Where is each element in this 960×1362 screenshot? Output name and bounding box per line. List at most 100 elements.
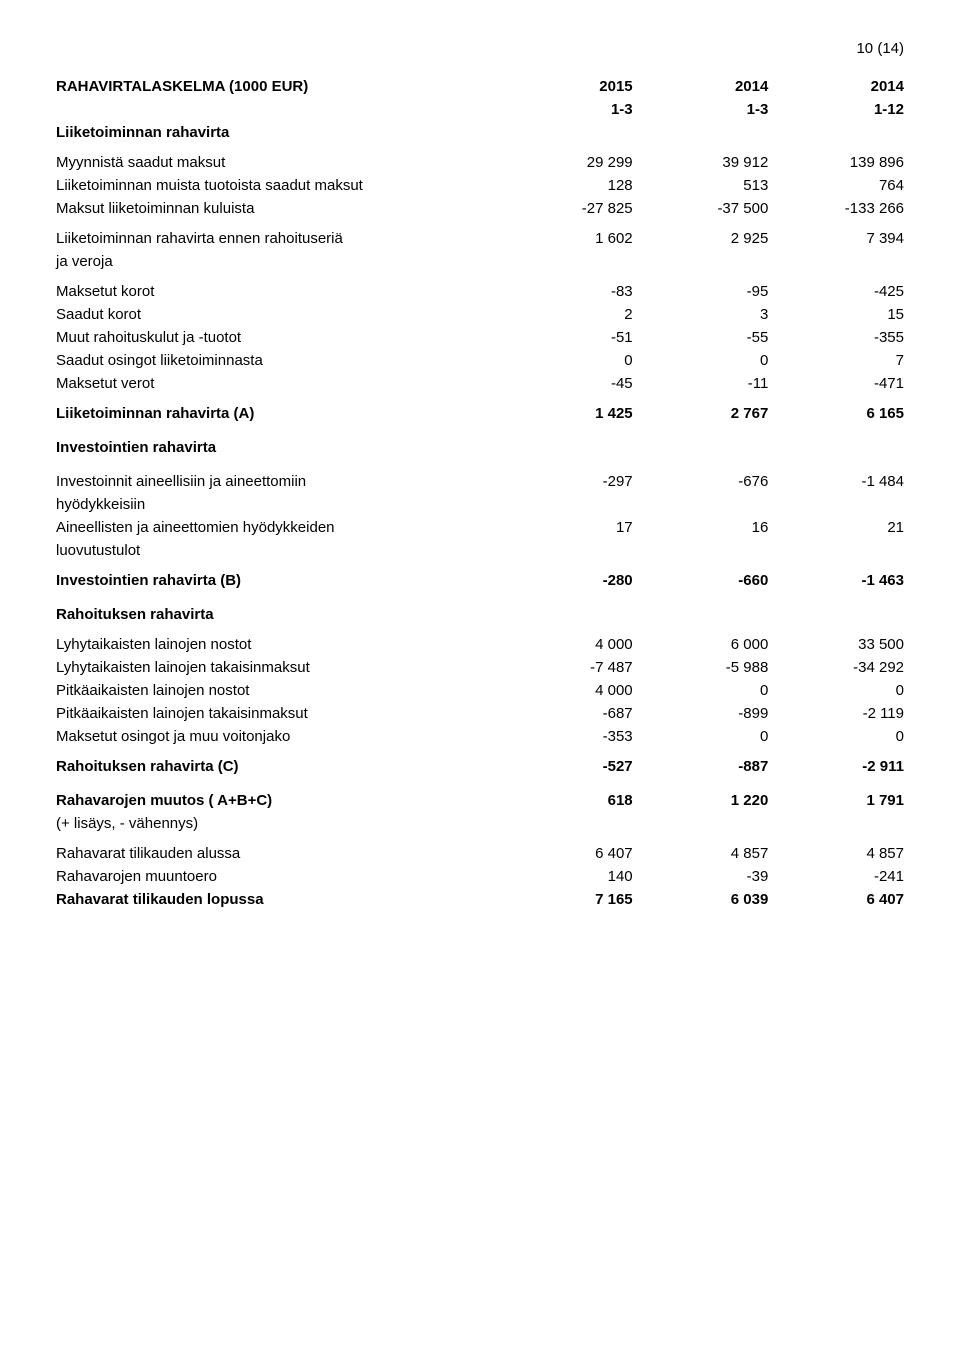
total-label: Liiketoiminnan rahavirta (A) [56,395,497,425]
table-row: Muut rahoituskulut ja -tuotot -51 -55 -3… [56,326,904,349]
row-value: -5 988 [633,656,769,679]
section3-title: Rahoituksen rahavirta [56,592,497,626]
table-row: Maksut liiketoiminnan kuluista -27 825 -… [56,197,904,220]
table-row: Maksetut korot -83 -95 -425 [56,273,904,303]
row-value: -676 [633,459,769,493]
section1-title: Liiketoiminnan rahavirta [56,121,497,144]
table-row: Aineellisten ja aineettomien hyödykkeide… [56,516,904,539]
table-row: Pitkäaikaisten lainojen nostot 4 000 0 0 [56,679,904,702]
row-value: 140 [497,865,633,888]
row-value: -83 [497,273,633,303]
row-value: 0 [768,679,904,702]
row-label: Lyhytaikaisten lainojen nostot [56,626,497,656]
change-label: Rahavarojen muutos ( A+B+C) [56,778,497,812]
table-row: Liiketoiminnan muista tuotoista saadut m… [56,174,904,197]
row-label: Liiketoiminnan rahavirta ennen rahoituse… [56,220,497,250]
row-label: Muut rahoituskulut ja -tuotot [56,326,497,349]
row-value: 39 912 [633,144,769,174]
row-label: Maksetut korot [56,273,497,303]
row-value: 0 [633,679,769,702]
row-value: -353 [497,725,633,748]
end-value: 7 165 [497,888,633,911]
table-row: ja veroja [56,250,904,273]
table-row: Rahavarat tilikauden alussa 6 407 4 857 … [56,835,904,865]
row-label: luovutustulot [56,539,497,562]
section-heading-row: Liiketoiminnan rahavirta [56,121,904,144]
row-value: -11 [633,372,769,395]
change-note: (+ lisäys, - vähennys) [56,812,497,835]
row-value: 0 [768,725,904,748]
table-row: Pitkäaikaisten lainojen takaisinmaksut -… [56,702,904,725]
row-label: Pitkäaikaisten lainojen nostot [56,679,497,702]
total-value: -280 [497,562,633,592]
subheader-row: 1-3 1-3 1-12 [56,98,904,121]
table-row: Myynnistä saadut maksut 29 299 39 912 13… [56,144,904,174]
row-value: -355 [768,326,904,349]
change-value: 1 791 [768,778,904,812]
row-label: Maksetut verot [56,372,497,395]
total-row: Liiketoiminnan rahavirta (A) 1 425 2 767… [56,395,904,425]
total-value: -1 463 [768,562,904,592]
change-value: 618 [497,778,633,812]
table-row: Lyhytaikaisten lainojen nostot 4 000 6 0… [56,626,904,656]
row-label: Maksetut osingot ja muu voitonjako [56,725,497,748]
row-value: -297 [497,459,633,493]
col-subheader-1: 1-3 [497,98,633,121]
row-value: -425 [768,273,904,303]
table-row: Maksetut osingot ja muu voitonjako -353 … [56,725,904,748]
total-value: 6 165 [768,395,904,425]
table-row: Investoinnit aineellisiin ja aineettomii… [56,459,904,493]
cashflow-table: RAHAVIRTALASKELMA (1000 EUR) 2015 2014 2… [56,75,904,911]
total-value: -2 911 [768,748,904,778]
row-value: -34 292 [768,656,904,679]
end-value: 6 039 [633,888,769,911]
row-value: 3 [633,303,769,326]
row-value: 513 [633,174,769,197]
table-row: Liiketoiminnan rahavirta ennen rahoituse… [56,220,904,250]
total-value: -527 [497,748,633,778]
row-value: -51 [497,326,633,349]
row-value: 4 000 [497,679,633,702]
row-value: -687 [497,702,633,725]
row-value: -7 487 [497,656,633,679]
row-value: 29 299 [497,144,633,174]
row-value: 0 [633,349,769,372]
end-value: 6 407 [768,888,904,911]
section-heading-row: Rahoituksen rahavirta [56,592,904,626]
row-label: hyödykkeisiin [56,493,497,516]
row-value: 33 500 [768,626,904,656]
total-value: 1 425 [497,395,633,425]
total-value: 2 767 [633,395,769,425]
row-label: Rahavarat tilikauden alussa [56,835,497,865]
row-label: Saadut osingot liiketoiminnasta [56,349,497,372]
table-title: RAHAVIRTALASKELMA (1000 EUR) [56,75,497,98]
row-value: 21 [768,516,904,539]
row-value: -55 [633,326,769,349]
row-value: -899 [633,702,769,725]
row-value: 1 602 [497,220,633,250]
row-value: -133 266 [768,197,904,220]
row-value: 6 000 [633,626,769,656]
row-value: -2 119 [768,702,904,725]
row-value: 7 [768,349,904,372]
total-value: -887 [633,748,769,778]
total-label: Rahoituksen rahavirta (C) [56,748,497,778]
col-subheader-2: 1-3 [633,98,769,121]
col-header-1: 2015 [497,75,633,98]
row-label: Saadut korot [56,303,497,326]
row-label: Aineellisten ja aineettomien hyödykkeide… [56,516,497,539]
total-label: Investointien rahavirta (B) [56,562,497,592]
col-header-3: 2014 [768,75,904,98]
end-label: Rahavarat tilikauden lopussa [56,888,497,911]
col-header-2: 2014 [633,75,769,98]
table-row: (+ lisäys, - vähennys) [56,812,904,835]
section-heading-row: Investointien rahavirta [56,425,904,459]
table-row: Maksetut verot -45 -11 -471 [56,372,904,395]
row-label: Lyhytaikaisten lainojen takaisinmaksut [56,656,497,679]
title-row: RAHAVIRTALASKELMA (1000 EUR) 2015 2014 2… [56,75,904,98]
row-value: 764 [768,174,904,197]
table-row: Saadut osingot liiketoiminnasta 0 0 7 [56,349,904,372]
row-value: 139 896 [768,144,904,174]
total-row: Investointien rahavirta (B) -280 -660 -1… [56,562,904,592]
row-value: 16 [633,516,769,539]
